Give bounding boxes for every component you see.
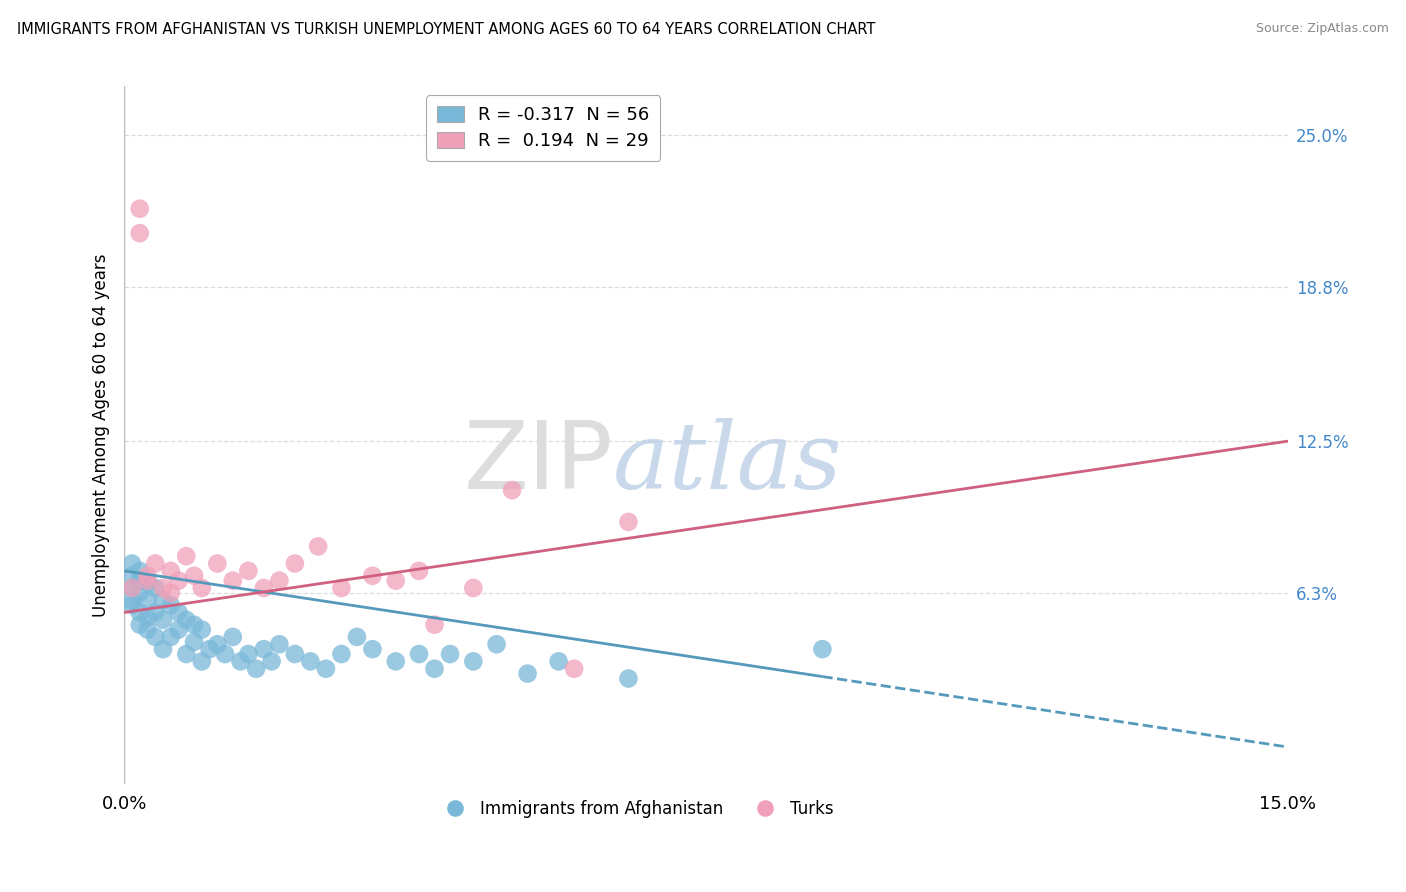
Point <box>183 617 205 632</box>
Point <box>136 568 159 582</box>
Point <box>128 574 150 588</box>
Point <box>191 623 214 637</box>
Point <box>121 598 143 612</box>
Point <box>198 642 221 657</box>
Point <box>143 581 166 595</box>
Point <box>167 623 190 637</box>
Point <box>238 564 260 578</box>
Point <box>617 515 640 529</box>
Point <box>152 642 174 657</box>
Point <box>269 637 291 651</box>
Point <box>128 202 150 216</box>
Point <box>174 613 197 627</box>
Point <box>128 606 150 620</box>
Point <box>238 647 260 661</box>
Point <box>128 586 150 600</box>
Point <box>299 654 322 668</box>
Point <box>423 617 446 632</box>
Point <box>152 581 174 595</box>
Point <box>174 549 197 564</box>
Point <box>183 635 205 649</box>
Point <box>408 647 430 661</box>
Point <box>121 557 143 571</box>
Text: ZIP: ZIP <box>464 417 613 509</box>
Point <box>167 574 190 588</box>
Point <box>167 606 190 620</box>
Point <box>191 654 214 668</box>
Point <box>136 610 159 624</box>
Point <box>361 568 384 582</box>
Point <box>269 574 291 588</box>
Point <box>222 574 245 588</box>
Point <box>128 226 150 240</box>
Point <box>346 630 368 644</box>
Point <box>384 654 406 668</box>
Point <box>159 586 181 600</box>
Point <box>547 654 569 668</box>
Point <box>136 574 159 588</box>
Point <box>330 647 353 661</box>
Point <box>136 593 159 607</box>
Point <box>214 647 236 661</box>
Point <box>229 654 252 668</box>
Point <box>284 557 307 571</box>
Legend: Immigrants from Afghanistan, Turks: Immigrants from Afghanistan, Turks <box>432 793 841 824</box>
Point <box>207 637 229 651</box>
Point <box>207 557 229 571</box>
Point <box>128 564 150 578</box>
Point <box>260 654 283 668</box>
Point <box>222 630 245 644</box>
Text: IMMIGRANTS FROM AFGHANISTAN VS TURKISH UNEMPLOYMENT AMONG AGES 60 TO 64 YEARS CO: IMMIGRANTS FROM AFGHANISTAN VS TURKISH U… <box>17 22 876 37</box>
Point <box>384 574 406 588</box>
Point <box>143 557 166 571</box>
Point <box>562 662 585 676</box>
Point <box>811 642 834 657</box>
Y-axis label: Unemployment Among Ages 60 to 64 years: Unemployment Among Ages 60 to 64 years <box>93 253 110 616</box>
Point <box>143 630 166 644</box>
Point <box>136 576 159 591</box>
Text: atlas: atlas <box>613 418 842 508</box>
Point <box>617 672 640 686</box>
Point <box>361 642 384 657</box>
Point <box>463 581 485 595</box>
Text: Source: ZipAtlas.com: Source: ZipAtlas.com <box>1256 22 1389 36</box>
Point <box>423 662 446 676</box>
Point <box>121 568 143 582</box>
Point <box>143 606 166 620</box>
Point <box>152 613 174 627</box>
Point <box>463 654 485 668</box>
Point <box>121 581 143 595</box>
Point <box>516 666 538 681</box>
Point <box>159 630 181 644</box>
Point <box>136 623 159 637</box>
Point <box>159 564 181 578</box>
Point <box>253 581 276 595</box>
Point <box>121 593 143 607</box>
Point <box>191 581 214 595</box>
Point <box>408 564 430 578</box>
Point <box>284 647 307 661</box>
Point <box>128 617 150 632</box>
Point <box>439 647 461 661</box>
Point <box>307 540 329 554</box>
Point <box>121 581 143 595</box>
Point <box>159 598 181 612</box>
Point <box>501 483 523 497</box>
Point <box>330 581 353 595</box>
Point <box>315 662 337 676</box>
Point <box>174 647 197 661</box>
Point <box>183 568 205 582</box>
Point <box>152 593 174 607</box>
Point <box>485 637 508 651</box>
Point <box>245 662 267 676</box>
Point <box>253 642 276 657</box>
